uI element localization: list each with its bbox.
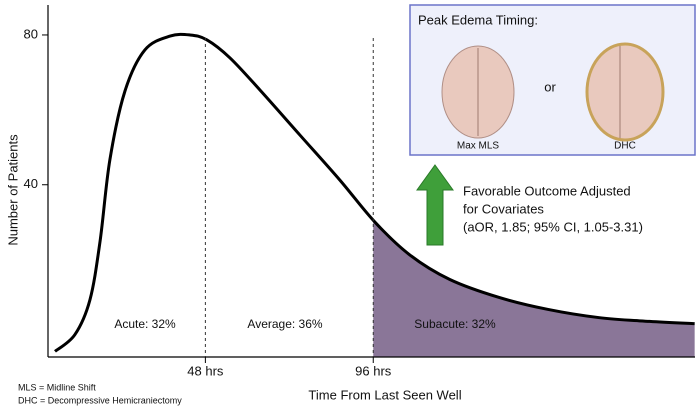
annotation: (aOR, 1.85; 95% CI, 1.05-3.31) [463,219,643,234]
plot [54,32,695,357]
green-arrow [416,164,454,246]
x-tick-label: 48 hrs [187,363,224,378]
y-tick-label: 80 [24,26,38,41]
x-tick-label: 96 hrs [355,363,392,378]
curve [54,32,695,353]
inset-title: Peak Edema Timing: [418,12,538,27]
shaded-area [373,220,695,357]
region-label: Subacute: 32% [414,317,496,331]
y-tick-label: 40 [24,176,38,191]
footnote: DHC = Decompressive Hemicraniectomy [18,395,182,405]
inset-label: or [544,79,556,94]
annotation: Favorable Outcome Adjusted [463,183,631,198]
region-label: Average: 36% [247,317,322,331]
x-axis-label: Time From Last Seen Well [308,387,461,402]
brain-icon [585,42,665,142]
annotation: for Covariates [463,201,544,216]
footnote: MLS = Midline Shift [18,382,96,392]
inset-label: DHC [614,141,636,152]
y-axis-label: Number of Patients [5,134,20,246]
inset-label: Max MLS [457,141,500,152]
region-label: Acute: 32% [114,317,176,331]
